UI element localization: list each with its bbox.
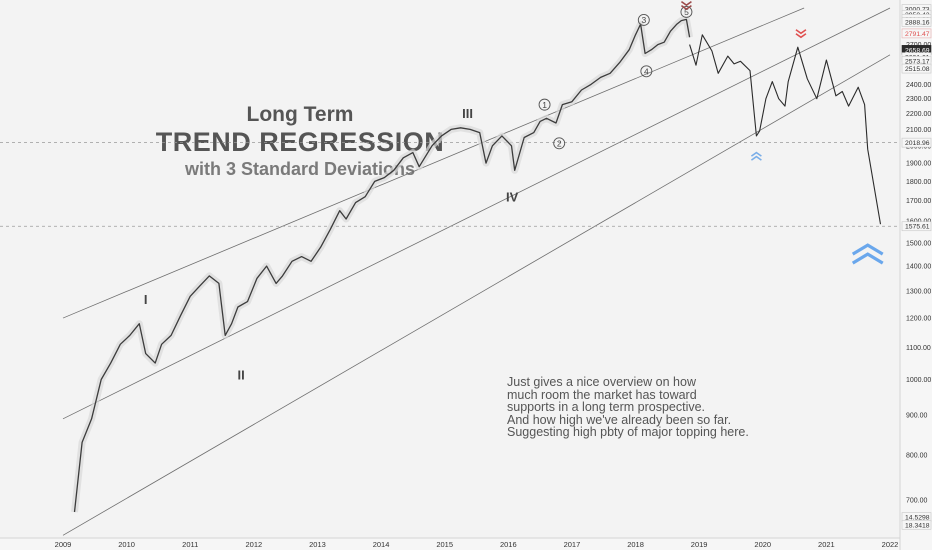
y-tick-label: 700.00 bbox=[906, 497, 928, 504]
x-tick-label: 2015 bbox=[436, 540, 453, 549]
price-history-band bbox=[71, 15, 694, 513]
regression-upper-line bbox=[62, 7, 805, 319]
price-label-text: 2791.47 bbox=[905, 31, 930, 38]
title-line-3: with 3 Standard Deviations bbox=[184, 159, 416, 179]
analysis-note: Just gives a nice overview on how much r… bbox=[507, 376, 807, 439]
chevron-up-icon bbox=[851, 252, 884, 265]
price-axis-panel[interactable] bbox=[900, 0, 932, 550]
x-tick-label: 2010 bbox=[118, 540, 135, 549]
y-tick-label: 1400.00 bbox=[906, 264, 931, 271]
price-label-text: 2515.08 bbox=[905, 66, 930, 73]
x-tick-label: 2013 bbox=[309, 540, 326, 549]
chevron-down-icon bbox=[680, 0, 692, 7]
regression-middle-line bbox=[62, 7, 891, 420]
y-tick-label: 2200.00 bbox=[906, 111, 931, 118]
price-label-box bbox=[901, 63, 932, 74]
chevron-down-icon bbox=[795, 29, 807, 35]
x-tick-label: 2020 bbox=[754, 540, 771, 549]
wave-label-4: 4 bbox=[644, 66, 649, 76]
x-tick-label: 2012 bbox=[246, 540, 263, 549]
title-line-1: Long Term bbox=[246, 103, 354, 126]
x-tick-label: 2018 bbox=[627, 540, 644, 549]
wave-label-circle bbox=[637, 14, 650, 26]
wave-label-circle bbox=[538, 98, 551, 111]
chevron-down-icon bbox=[680, 4, 692, 11]
regression-lower-line bbox=[62, 54, 891, 536]
price-label-box bbox=[901, 17, 932, 27]
note-line: Just gives a nice overview on how bbox=[507, 375, 696, 389]
x-tick-label: 2014 bbox=[373, 540, 390, 549]
chevron-up-icon bbox=[750, 155, 762, 161]
price-label-box bbox=[901, 137, 932, 148]
price-history-line bbox=[73, 18, 691, 513]
y-tick-label: 2100.00 bbox=[906, 127, 931, 134]
y-tick-label: 1500.00 bbox=[906, 240, 931, 247]
wave-label-II: II bbox=[238, 368, 245, 383]
y-tick-label: 1900.00 bbox=[906, 161, 931, 168]
projection-path-line bbox=[689, 34, 882, 225]
y-tick-label: 1800.00 bbox=[906, 179, 931, 186]
price-label-box bbox=[901, 221, 932, 232]
chevron-up-icon bbox=[851, 243, 884, 256]
y-tick-label: 1700.00 bbox=[906, 198, 931, 205]
x-tick-label: 2009 bbox=[55, 540, 72, 549]
y-tick-label: 2300.00 bbox=[906, 96, 931, 103]
time-axis-panel[interactable] bbox=[0, 538, 900, 550]
wave-label-circle bbox=[640, 65, 653, 78]
wave-label-2: 2 bbox=[557, 139, 562, 149]
note-line: supports in a long term prospective. bbox=[507, 400, 706, 414]
note-line: much room the market has toward bbox=[507, 387, 697, 402]
y-tick-label: 1200.00 bbox=[906, 316, 931, 323]
y-tick-label: 800.00 bbox=[906, 452, 928, 459]
price-label-text: 2658.69 bbox=[905, 47, 930, 54]
y-tick-label: 1000.00 bbox=[906, 377, 931, 384]
wave-label-III: III bbox=[462, 106, 473, 121]
price-label-box bbox=[901, 28, 932, 39]
price-label-text: 2573.17 bbox=[905, 58, 930, 65]
wave-label-3: 3 bbox=[641, 15, 646, 25]
y-tick-label: 1300.00 bbox=[906, 289, 931, 296]
y-tick-label: 1100.00 bbox=[906, 345, 931, 352]
price-label-text: 1575.61 bbox=[905, 224, 930, 231]
price-label-text: 14.5298 bbox=[905, 515, 930, 522]
wave-label-circle bbox=[553, 137, 566, 150]
price-label-text: 18.3418 bbox=[905, 522, 930, 529]
x-tick-label: 2022 bbox=[882, 540, 899, 549]
title-line-2: TREND REGRESSION bbox=[155, 127, 445, 157]
chart-title-block: Long Term TREND REGRESSION with 3 Standa… bbox=[150, 104, 450, 178]
wave-label-1: 1 bbox=[542, 100, 547, 110]
price-label-box bbox=[901, 519, 932, 530]
chevron-up-icon bbox=[750, 151, 762, 157]
x-tick-label: 2019 bbox=[691, 540, 708, 549]
x-tick-label: 2017 bbox=[564, 540, 581, 549]
note-line: And how high we've already been so far. bbox=[507, 412, 732, 427]
y-tick-label: 900.00 bbox=[906, 413, 928, 420]
y-tick-label: 2400.00 bbox=[906, 82, 931, 89]
chevron-down-icon bbox=[795, 33, 807, 39]
price-label-text: 2018.96 bbox=[905, 140, 930, 147]
wave-label-I: I bbox=[144, 292, 148, 307]
price-label-text: 2888.16 bbox=[905, 19, 930, 26]
wave-label-IV: IV bbox=[506, 190, 519, 205]
x-tick-label: 2011 bbox=[182, 540, 198, 549]
x-tick-label: 2016 bbox=[500, 540, 517, 549]
note-line: Suggesting high pbty of major topping he… bbox=[507, 425, 749, 439]
wave-label-circle bbox=[680, 5, 693, 18]
wave-label-5: 5 bbox=[684, 7, 689, 17]
x-tick-label: 2021 bbox=[818, 540, 835, 549]
